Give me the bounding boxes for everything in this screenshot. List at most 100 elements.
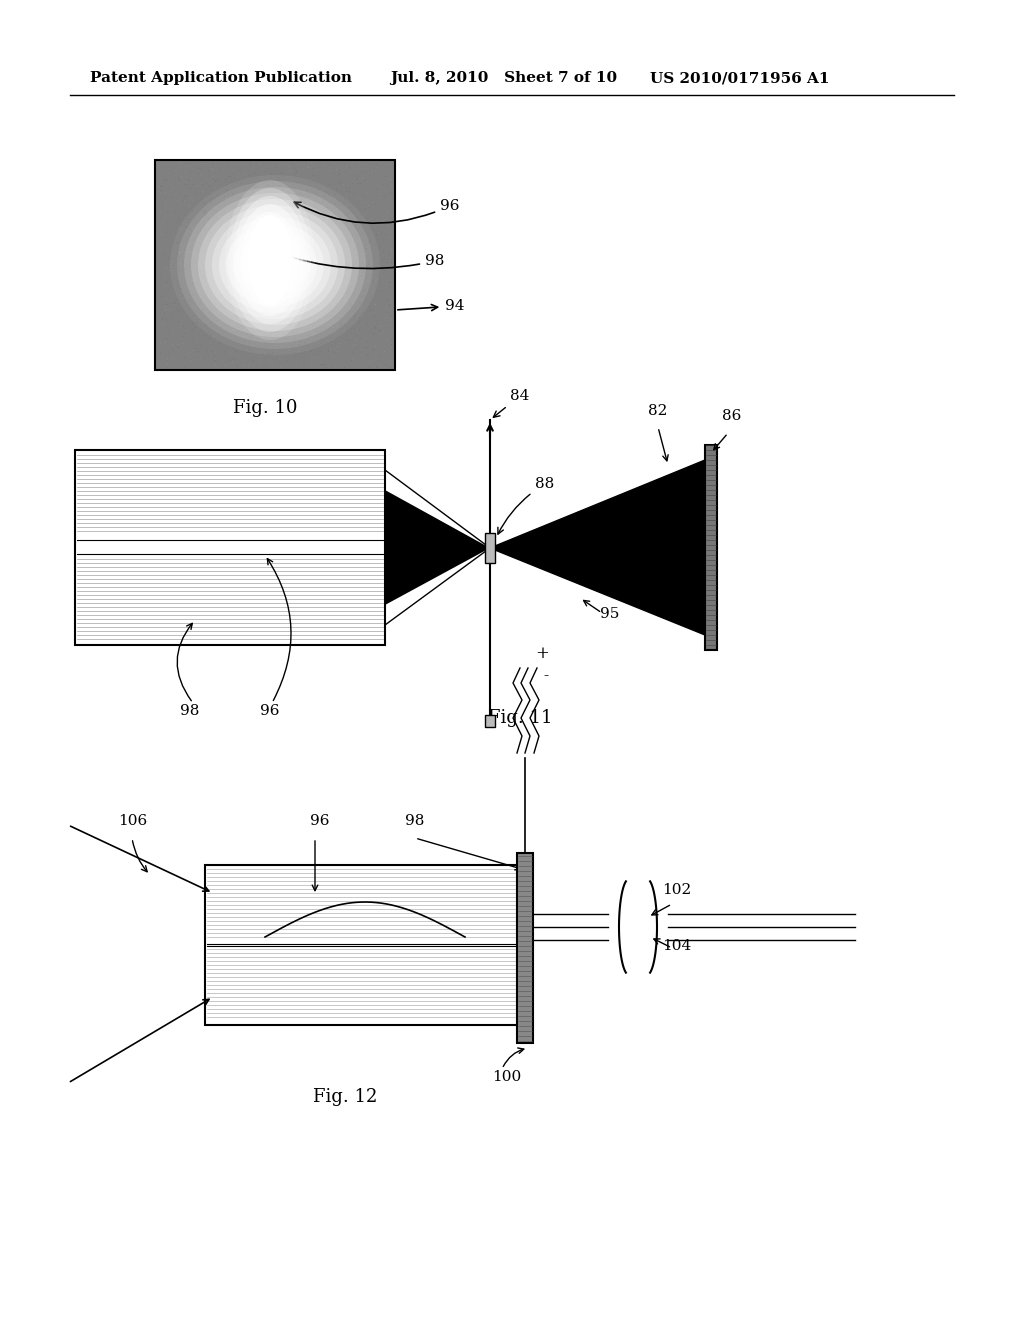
Point <box>308 207 325 228</box>
Point <box>367 315 383 337</box>
Point <box>195 174 211 195</box>
Point <box>200 161 216 182</box>
Point <box>257 183 273 205</box>
Point <box>313 302 330 323</box>
Point <box>170 289 186 310</box>
Point <box>191 162 208 183</box>
Point <box>195 242 211 263</box>
Point <box>204 301 220 322</box>
Point <box>326 227 342 248</box>
Text: 100: 100 <box>492 1071 521 1084</box>
Point <box>168 356 184 378</box>
Point <box>362 264 379 285</box>
Point <box>280 183 296 205</box>
Point <box>302 331 318 352</box>
Point <box>177 326 194 347</box>
Point <box>361 330 378 351</box>
Point <box>172 219 188 240</box>
Point <box>301 309 317 330</box>
Point <box>344 309 360 330</box>
Point <box>156 213 172 234</box>
Point <box>240 271 256 292</box>
Point <box>224 310 241 331</box>
Point <box>172 305 188 326</box>
Point <box>375 170 391 191</box>
Point <box>323 297 339 318</box>
Point <box>148 166 165 187</box>
Point <box>369 178 385 199</box>
Point <box>274 251 291 272</box>
Point <box>283 242 299 263</box>
Point <box>367 253 383 275</box>
Point <box>349 207 366 228</box>
Point <box>227 326 244 347</box>
Point <box>268 330 285 351</box>
Point <box>255 300 271 321</box>
Point <box>196 252 212 273</box>
Point <box>375 210 391 231</box>
Point <box>310 251 327 272</box>
Point <box>158 309 174 330</box>
Point <box>200 197 216 218</box>
Point <box>150 210 166 231</box>
Point <box>318 243 335 264</box>
Point <box>173 302 189 323</box>
Point <box>316 251 333 272</box>
Point <box>162 314 178 335</box>
Point <box>294 224 310 246</box>
Point <box>173 317 189 338</box>
Point <box>273 236 290 257</box>
Point <box>299 275 315 296</box>
Ellipse shape <box>198 199 352 331</box>
Point <box>172 321 188 342</box>
Point <box>176 190 193 211</box>
Point <box>197 260 213 281</box>
Point <box>226 216 243 238</box>
Point <box>244 222 260 243</box>
Point <box>369 279 385 300</box>
Point <box>171 235 187 256</box>
Point <box>246 206 262 227</box>
Bar <box>155 160 395 370</box>
Point <box>174 325 190 346</box>
Point <box>304 306 321 327</box>
Point <box>311 252 328 273</box>
Point <box>349 232 366 253</box>
Point <box>248 243 264 264</box>
Point <box>214 273 230 294</box>
Point <box>381 231 397 252</box>
Point <box>250 173 266 194</box>
Point <box>269 309 286 330</box>
Point <box>358 256 375 277</box>
Point <box>379 273 395 294</box>
Point <box>317 185 334 206</box>
Point <box>370 267 386 288</box>
Point <box>226 205 243 226</box>
Point <box>357 198 374 219</box>
Point <box>332 172 348 193</box>
Point <box>379 162 395 183</box>
Point <box>346 202 362 223</box>
Ellipse shape <box>237 205 303 315</box>
Point <box>280 243 296 264</box>
Point <box>154 190 170 211</box>
Point <box>252 261 268 282</box>
Point <box>216 180 232 201</box>
Point <box>275 205 292 226</box>
Point <box>358 273 375 294</box>
Point <box>188 334 205 355</box>
Point <box>251 207 267 228</box>
Point <box>377 306 393 327</box>
Point <box>160 222 176 243</box>
Point <box>259 247 275 268</box>
Point <box>293 249 309 271</box>
Point <box>252 330 268 351</box>
Point <box>311 333 328 354</box>
Point <box>196 286 212 308</box>
Point <box>332 246 348 267</box>
Point <box>383 236 399 257</box>
Point <box>331 177 347 198</box>
Point <box>303 197 319 218</box>
Point <box>227 337 244 358</box>
Point <box>269 327 286 348</box>
